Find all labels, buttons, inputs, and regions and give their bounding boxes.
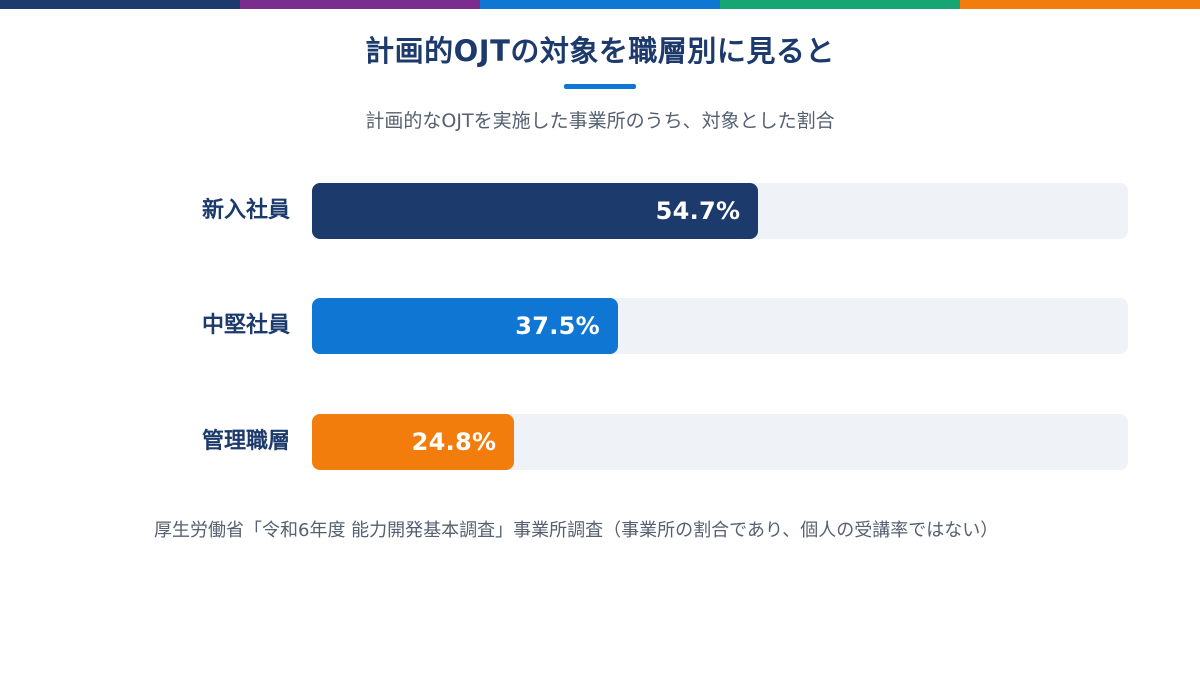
source-note: 厚生労働省「令和6年度 能力開発基本調査」事業所調査（事業所の割合であり、個人の… xyxy=(154,520,999,541)
bar-1: 54.7% xyxy=(312,183,759,239)
title-underline xyxy=(564,84,636,89)
bar-track-1: 54.7% xyxy=(312,183,1128,239)
category-label-3: 管理職層 xyxy=(201,429,290,454)
stripe-segment-4 xyxy=(720,0,960,9)
bar-value-label-3: 24.8% xyxy=(411,428,497,456)
category-label-1: 新入社員 xyxy=(201,198,290,223)
bar-track-2: 37.5% xyxy=(312,298,1128,354)
bar-value-label-2: 37.5% xyxy=(515,312,600,340)
stripe-segment-3 xyxy=(480,0,720,9)
bar-3: 24.8% xyxy=(312,414,515,470)
bar-track-3: 24.8% xyxy=(312,414,1128,470)
stripe-segment-1 xyxy=(0,0,240,9)
bar-value-label-1: 54.7% xyxy=(655,197,741,225)
stripe-segment-5 xyxy=(960,0,1200,9)
chart-title: 計画的OJTの対象を職層別に見ると xyxy=(365,34,835,68)
top-color-stripe xyxy=(0,0,1200,9)
chart-subtitle: 計画的なOJTを実施した事業所のうち、対象とした割合 xyxy=(365,110,835,132)
stripe-segment-2 xyxy=(240,0,480,9)
category-label-2: 中堅社員 xyxy=(201,313,290,338)
bar-2: 37.5% xyxy=(312,298,618,354)
